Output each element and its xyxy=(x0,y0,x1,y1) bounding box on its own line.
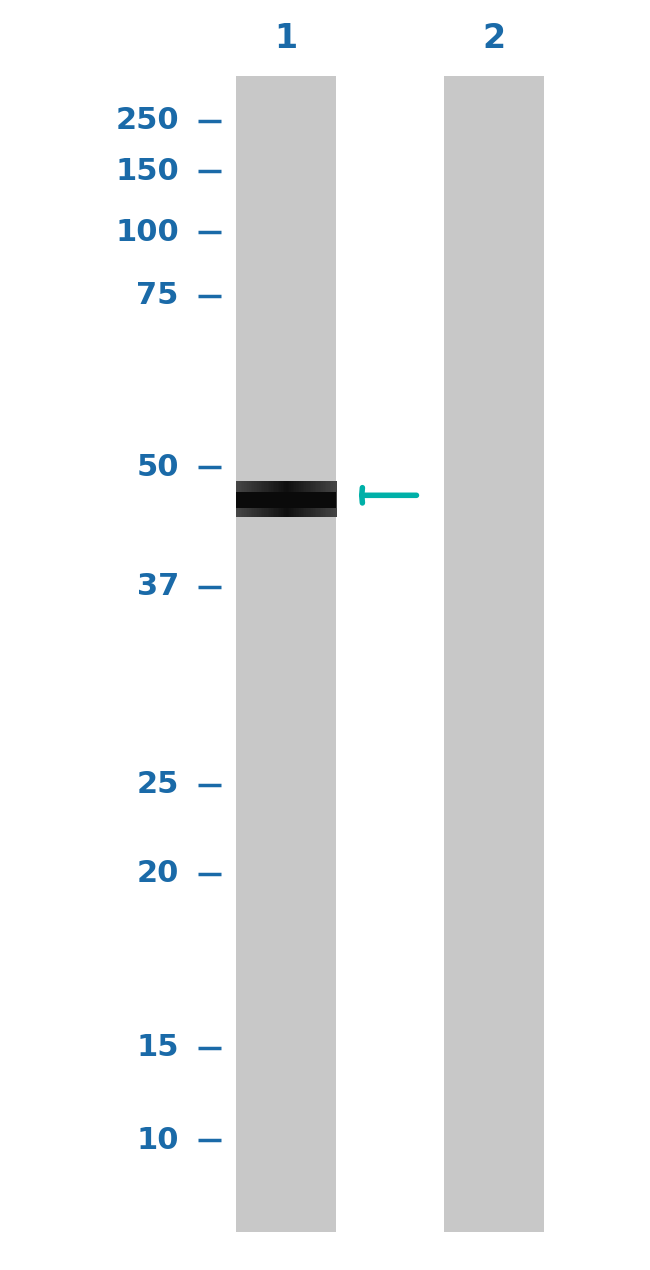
Bar xyxy=(318,481,320,517)
Bar xyxy=(237,481,240,517)
Bar xyxy=(264,481,266,517)
Bar xyxy=(240,481,243,517)
Bar xyxy=(296,481,298,517)
Bar xyxy=(249,481,252,517)
Bar xyxy=(281,481,283,517)
Bar xyxy=(298,481,300,517)
Bar xyxy=(280,481,281,517)
Bar xyxy=(283,481,285,517)
Bar xyxy=(263,481,265,517)
Bar xyxy=(313,481,315,517)
Bar xyxy=(286,481,289,517)
Bar xyxy=(324,481,327,517)
Bar xyxy=(235,491,337,508)
Bar xyxy=(309,481,312,517)
Bar xyxy=(443,76,545,1232)
Bar xyxy=(330,481,332,517)
Bar xyxy=(239,481,241,517)
Bar xyxy=(251,481,253,517)
Bar xyxy=(284,481,287,517)
Text: 75: 75 xyxy=(136,282,179,310)
Bar xyxy=(320,481,322,517)
Bar xyxy=(289,481,292,517)
Bar xyxy=(235,481,238,517)
Bar xyxy=(278,481,280,517)
Bar xyxy=(292,481,295,517)
Bar xyxy=(332,481,333,517)
Text: 10: 10 xyxy=(136,1126,179,1154)
Text: 15: 15 xyxy=(136,1034,179,1062)
Text: 20: 20 xyxy=(136,860,179,888)
Bar xyxy=(257,481,260,517)
Text: 37: 37 xyxy=(136,573,179,601)
Text: 250: 250 xyxy=(115,107,179,135)
Bar xyxy=(269,481,272,517)
Bar xyxy=(288,481,290,517)
Bar xyxy=(291,481,293,517)
Bar xyxy=(255,481,258,517)
Bar xyxy=(248,481,250,517)
Bar xyxy=(333,481,335,517)
Bar xyxy=(315,481,317,517)
Bar xyxy=(321,481,324,517)
Bar xyxy=(268,481,270,517)
Bar xyxy=(300,481,302,517)
Bar xyxy=(242,481,244,517)
Bar xyxy=(335,481,337,517)
Text: 1: 1 xyxy=(274,22,298,55)
Bar xyxy=(328,481,330,517)
Bar xyxy=(272,481,275,517)
Bar xyxy=(326,481,329,517)
Bar xyxy=(252,481,255,517)
Bar xyxy=(259,481,261,517)
Bar xyxy=(304,481,307,517)
Bar xyxy=(271,481,273,517)
Text: 100: 100 xyxy=(115,218,179,246)
Bar xyxy=(294,481,296,517)
Text: 2: 2 xyxy=(482,22,506,55)
Bar xyxy=(266,481,268,517)
Bar xyxy=(306,481,309,517)
Text: 25: 25 xyxy=(136,771,179,799)
Bar xyxy=(303,481,305,517)
Text: 50: 50 xyxy=(136,453,179,481)
Bar xyxy=(323,481,325,517)
Bar xyxy=(308,481,310,517)
Bar xyxy=(316,481,318,517)
Bar xyxy=(246,481,248,517)
Bar xyxy=(311,481,313,517)
Bar xyxy=(235,76,337,1232)
Bar xyxy=(276,481,278,517)
Bar xyxy=(301,481,304,517)
Bar xyxy=(274,481,277,517)
Bar xyxy=(254,481,256,517)
Bar xyxy=(244,481,246,517)
Bar xyxy=(261,481,263,517)
Text: 150: 150 xyxy=(115,157,179,185)
